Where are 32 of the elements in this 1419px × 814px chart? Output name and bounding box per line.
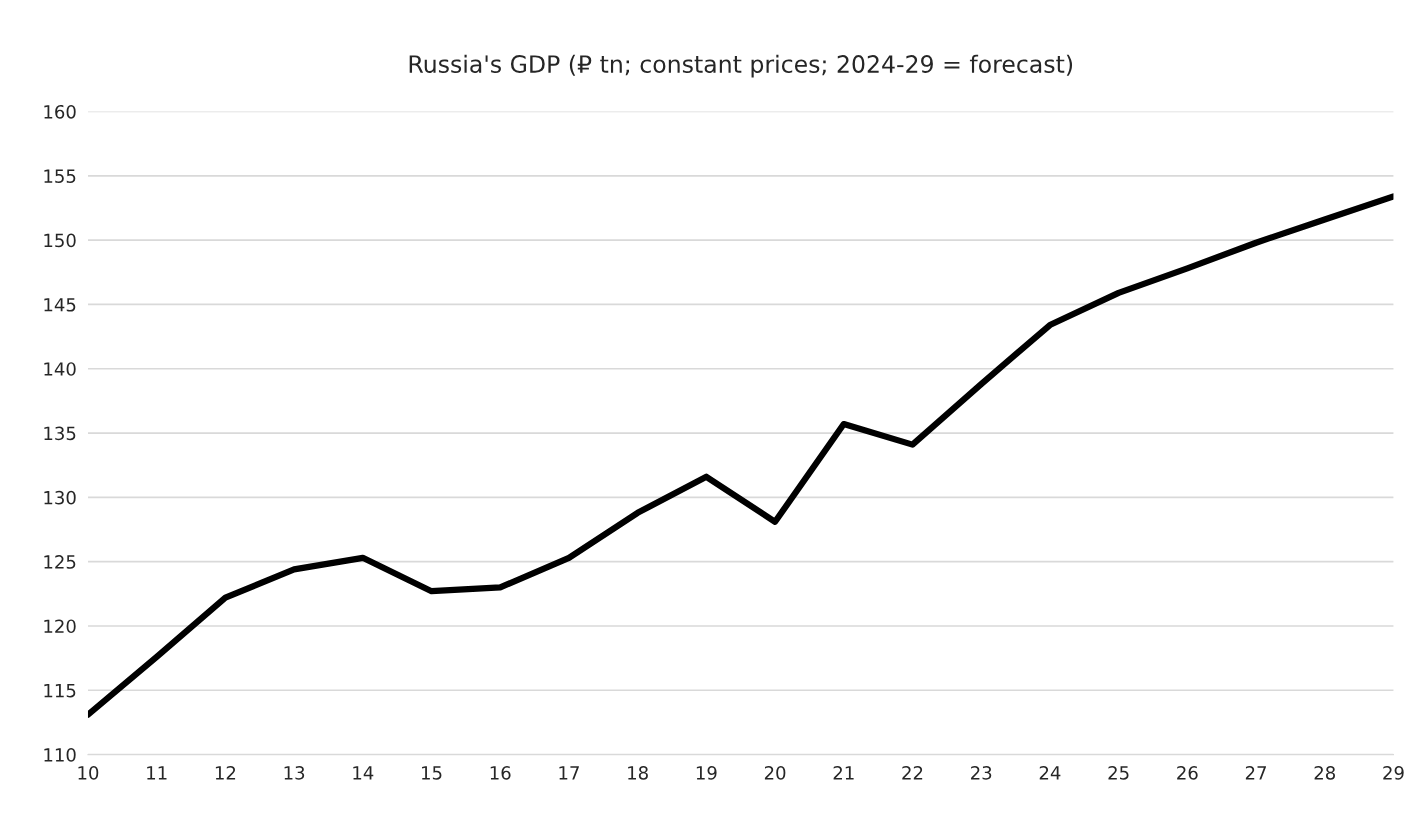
- y-tick-label: 160: [44, 104, 76, 119]
- y-tick-label: 120: [44, 619, 76, 634]
- x-tick-label: 26: [1177, 766, 1198, 780]
- x-tick-label: 13: [284, 766, 305, 780]
- x-tick-label: 10: [78, 766, 99, 780]
- chart-title: Russia's GDP (₽ tn; constant prices; 2024-29 = forecast): [409, 54, 1073, 78]
- x-tick-label: 15: [422, 766, 442, 780]
- x-tick-label: 29: [1383, 766, 1404, 780]
- y-tick-label: 130: [44, 490, 76, 505]
- y-tick-label: 110: [44, 748, 76, 762]
- x-tick-label: 21: [833, 766, 854, 780]
- x-tick-label: 20: [764, 766, 786, 780]
- x-tick-label: 25: [1108, 766, 1129, 780]
- x-tick-label: 19: [696, 766, 717, 780]
- y-tick-label: 115: [44, 683, 76, 698]
- x-tick-label: 11: [147, 766, 167, 780]
- y-tick-label: 150: [44, 233, 76, 248]
- x-tick-label: 16: [490, 766, 511, 780]
- y-tick-label: 155: [44, 169, 76, 183]
- x-tick-label: 24: [1039, 766, 1061, 780]
- x-tick-label: 23: [971, 766, 992, 780]
- x-tick-label: 12: [215, 766, 236, 780]
- x-tick-label: 28: [1314, 766, 1335, 780]
- y-tick-label: 135: [44, 426, 76, 441]
- y-tick-label: 125: [44, 555, 76, 569]
- x-tick-label: 27: [1245, 766, 1266, 780]
- x-tick-label: 22: [902, 766, 923, 780]
- y-tick-label: 140: [44, 362, 76, 376]
- x-tick-label: 14: [353, 766, 374, 780]
- x-tick-label: 17: [559, 766, 579, 780]
- y-tick-label: 145: [44, 298, 76, 312]
- x-tick-label: 18: [628, 766, 648, 780]
